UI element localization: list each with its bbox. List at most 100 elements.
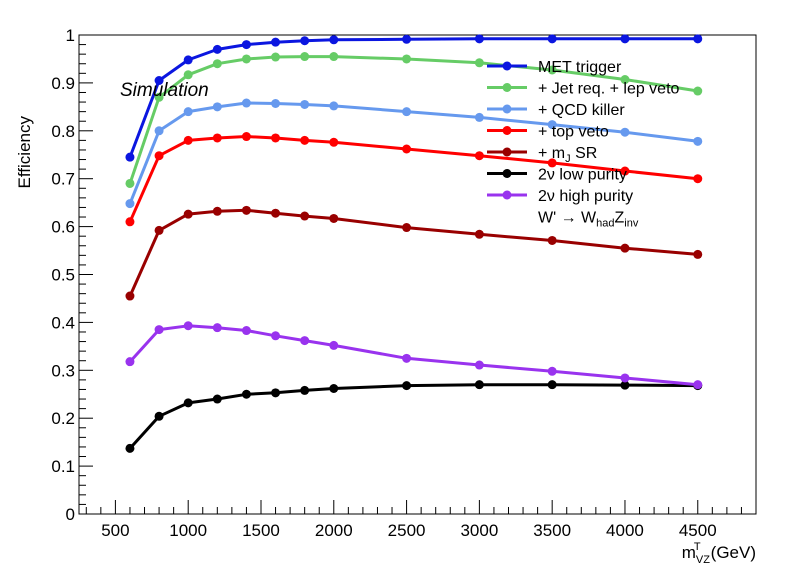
data-point: [154, 151, 164, 161]
data-point: [474, 112, 484, 122]
data-point: [620, 34, 630, 44]
data-point: [547, 366, 557, 376]
data-point: [402, 381, 412, 391]
y-tick-label: 0.4: [51, 313, 75, 332]
series-5: [125, 380, 703, 453]
series-3: [125, 132, 703, 227]
y-tick-label: 0.8: [51, 122, 75, 141]
data-point: [300, 36, 310, 46]
data-point: [154, 126, 164, 136]
legend-swatch-marker: [502, 104, 512, 114]
data-point: [693, 174, 703, 184]
legend-swatch-marker: [502, 61, 512, 71]
data-point: [474, 34, 484, 44]
data-point: [547, 235, 557, 245]
data-point: [271, 37, 281, 47]
data-point: [620, 166, 630, 176]
data-point: [241, 205, 251, 215]
data-point: [271, 388, 281, 398]
series-line: [128, 383, 698, 450]
data-point: [474, 151, 484, 161]
x-axis-title-sub: VZ: [696, 554, 710, 566]
data-point: [402, 107, 412, 117]
y-tick-label: 0.7: [51, 170, 75, 189]
data-point: [474, 229, 484, 239]
data-point: [212, 44, 222, 54]
data-point: [183, 107, 193, 117]
data-point: [241, 326, 251, 336]
data-point: [300, 52, 310, 62]
data-point: [547, 380, 557, 390]
legend-swatch-marker: [502, 83, 512, 92]
x-tick-label: 2000: [315, 521, 353, 540]
data-point: [212, 102, 222, 112]
legend-swatch-marker: [502, 190, 512, 200]
series-1: [125, 52, 703, 188]
data-point: [329, 340, 339, 350]
legend-entry: MET trigger: [487, 59, 622, 76]
legend-swatch-marker: [502, 126, 512, 135]
data-point: [154, 76, 164, 86]
legend-header: W' → WhadZinv: [538, 210, 639, 230]
data-point: [125, 443, 135, 453]
data-point: [154, 92, 164, 102]
series-0: [125, 34, 703, 162]
data-point: [154, 225, 164, 235]
data-point: [212, 133, 222, 143]
data-point: [547, 120, 557, 130]
data-point: [620, 127, 630, 137]
x-tick-label: 4000: [606, 521, 644, 540]
data-point: [183, 209, 193, 219]
data-point: [402, 353, 412, 363]
data-point: [212, 206, 222, 216]
data-point: [212, 394, 222, 404]
data-point: [125, 199, 135, 209]
data-point: [271, 98, 281, 108]
data-point: [271, 52, 281, 62]
series-line: [128, 324, 698, 387]
data-point: [183, 135, 193, 145]
legend-entry: 2ν low purity: [487, 167, 627, 184]
x-tick-label: 1500: [242, 521, 280, 540]
x-tick-label: 2500: [388, 521, 426, 540]
data-point: [154, 325, 164, 335]
data-point: [300, 99, 310, 109]
legend-entry: + top veto: [487, 124, 609, 141]
x-axis-title: mVZT (GeV): [682, 541, 756, 566]
data-point: [212, 59, 222, 69]
y-tick-label: 0.5: [51, 266, 75, 285]
legend-entry: + mJ SR: [487, 145, 597, 165]
data-point: [474, 58, 484, 68]
data-point: [125, 152, 135, 162]
legend: MET trigger + Jet req. + lep veto + QCD ki…: [487, 59, 680, 230]
data-point: [329, 35, 339, 45]
data-point: [300, 385, 310, 395]
data-point: [241, 54, 251, 64]
y-tick-label: 0.2: [51, 409, 75, 428]
legend-swatch-marker: [502, 169, 512, 178]
data-point: [693, 136, 703, 146]
y-tick-label: 0.6: [51, 218, 75, 237]
data-point: [693, 380, 703, 390]
y-tick-label: 0: [66, 505, 75, 524]
data-point: [125, 291, 135, 301]
legend-swatch-marker: [502, 147, 512, 157]
data-point: [620, 373, 630, 383]
data-point: [620, 380, 630, 390]
y-tick-label: 1: [66, 26, 75, 45]
legend-label: 2ν high purity: [538, 188, 633, 205]
data-point: [693, 86, 703, 96]
data-point: [329, 101, 339, 111]
legend-label: + mJ SR: [538, 145, 597, 165]
x-tick-label: 3500: [533, 521, 571, 540]
data-point: [693, 249, 703, 259]
series-layer: [125, 34, 703, 453]
data-point: [547, 158, 557, 168]
data-point: [183, 398, 193, 408]
data-point: [300, 336, 310, 346]
data-point: [212, 323, 222, 333]
data-point: [183, 321, 193, 331]
